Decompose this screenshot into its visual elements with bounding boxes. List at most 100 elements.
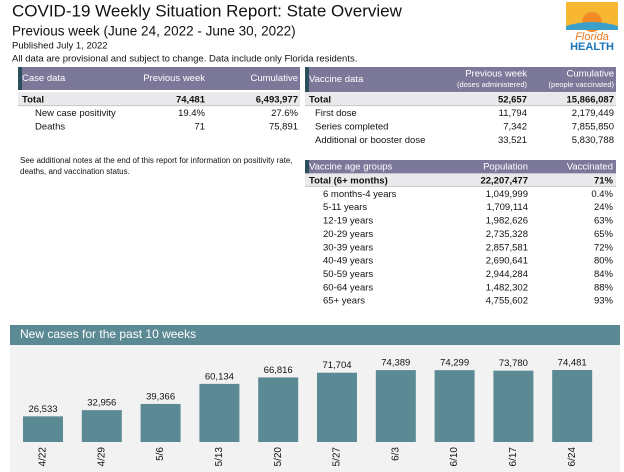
table-cell: Additional or booster dose [315, 135, 425, 146]
x-tick-label: 6/17 [508, 447, 519, 467]
total-row-bg [305, 92, 616, 106]
value-label: 32,956 [87, 398, 116, 409]
table-cell: Total [309, 95, 331, 106]
value-label: 74,299 [440, 358, 469, 369]
bar [493, 370, 534, 442]
bar [140, 403, 181, 442]
table-cell: 12-19 years [323, 216, 373, 227]
column-header: Vaccine data [309, 74, 364, 85]
chart-title: New cases for the past 10 weeks [20, 327, 196, 341]
table-header [18, 67, 300, 90]
x-tick-label: 6/10 [449, 447, 460, 467]
value-label: 26,533 [28, 404, 57, 415]
logo-text: HEALTH [570, 41, 614, 53]
table-cell: 63% [594, 216, 614, 227]
table-cell: Series completed [315, 122, 388, 133]
table-cell: 33,521 [498, 135, 527, 146]
table-cell: 2,735,328 [486, 229, 528, 240]
x-tick-label: 5/13 [214, 447, 225, 467]
table-cell: 5-11 years [323, 202, 367, 213]
total-row-bg [18, 92, 300, 106]
table-cell: First dose [315, 108, 357, 119]
column-header: Previous week [143, 73, 205, 84]
column-header: Vaccinated [567, 162, 613, 173]
bar [199, 383, 240, 442]
column-header: Cumulative [250, 73, 298, 84]
column-note: (people vaccinated) [549, 80, 615, 89]
table-cell: 1,709,114 [486, 202, 528, 213]
value-label: 39,366 [146, 391, 175, 402]
value-label: 71,704 [322, 360, 351, 371]
table-cell: 71 [194, 122, 205, 133]
x-tick-label: 5/20 [273, 447, 284, 467]
table-cell: 7,342 [503, 122, 527, 133]
table-cell: 65+ years [323, 296, 365, 307]
x-tick-label: 6/24 [567, 447, 578, 467]
table-cell: 11,794 [499, 108, 527, 119]
total-row-bg [305, 173, 616, 187]
table-cell: Deaths [35, 122, 65, 133]
table-cell: 27.6% [271, 108, 298, 119]
bar [317, 372, 357, 442]
table-cell: 2,944,284 [486, 269, 528, 280]
table-cell: 52,657 [498, 95, 527, 106]
table-cell: 84% [594, 269, 614, 280]
table-header [305, 160, 616, 174]
column-header: Population [483, 162, 528, 173]
table-cell: 72% [594, 242, 614, 253]
table-cell: 6 months-4 years [323, 189, 397, 200]
table-cell: 65% [594, 229, 614, 240]
table-cell: 2,690,641 [486, 256, 528, 267]
value-label: 74,389 [381, 358, 410, 369]
table-cell: 93% [594, 296, 614, 307]
table-cell: 1,982,626 [486, 216, 528, 227]
table-cell: 75,891 [269, 122, 298, 133]
table-cell: 60-64 years [323, 282, 373, 293]
x-tick-label: 4/22 [38, 447, 49, 467]
bar [552, 370, 593, 442]
x-tick-label: 5/6 [155, 447, 166, 461]
header-accent [305, 67, 309, 92]
table-cell: 1,049,999 [486, 189, 528, 200]
bar [434, 370, 475, 442]
table-cell: 5,830,788 [572, 135, 614, 146]
published-date: Published July 1, 2022 [12, 41, 108, 52]
disclaimer: All data are provisional and subject to … [12, 54, 357, 65]
bar [23, 416, 63, 442]
logo-water [566, 22, 618, 30]
value-label: 66,816 [264, 365, 293, 376]
column-header: Previous week [465, 69, 527, 80]
table-cell: Total (6+ months) [309, 176, 388, 187]
table-cell: 15,866,087 [566, 95, 614, 106]
table-cell: 20-29 years [323, 229, 373, 240]
table-cell: Total [22, 95, 44, 106]
table-cell: 22,207,477 [480, 176, 528, 187]
table-cell: 2,179,449 [572, 108, 614, 119]
table-cell: 50-59 years [323, 269, 373, 280]
header-accent [18, 67, 22, 90]
value-label: 74,481 [558, 358, 587, 369]
table-cell: 19.4% [178, 108, 205, 119]
column-header: Case data [22, 73, 66, 84]
table-cell: 6,493,977 [256, 95, 298, 106]
table-cell: 71% [594, 176, 614, 187]
table-cell: 88% [594, 282, 614, 293]
column-header: Vaccine age groups [309, 162, 393, 173]
table-cell: 40-49 years [323, 256, 373, 267]
value-label: 60,134 [205, 371, 234, 382]
report-subtitle: Previous week (June 24, 2022 - June 30, … [12, 24, 296, 39]
logo: Florida HEALTH [566, 2, 618, 53]
table-cell: 2,857,581 [486, 242, 528, 253]
column-note: (doses administered) [457, 80, 528, 89]
table-cell: 4,755,602 [486, 296, 528, 307]
header-accent [305, 160, 309, 174]
footnote: See additional notes at the end of this … [20, 156, 293, 176]
table-cell: 74,481 [176, 95, 206, 106]
table-cell: 30-39 years [323, 242, 373, 253]
table-cell: 80% [594, 256, 614, 267]
table-cell: 1,482,302 [486, 282, 528, 293]
x-tick-label: 5/27 [332, 447, 343, 467]
table-cell: 24% [594, 202, 614, 213]
